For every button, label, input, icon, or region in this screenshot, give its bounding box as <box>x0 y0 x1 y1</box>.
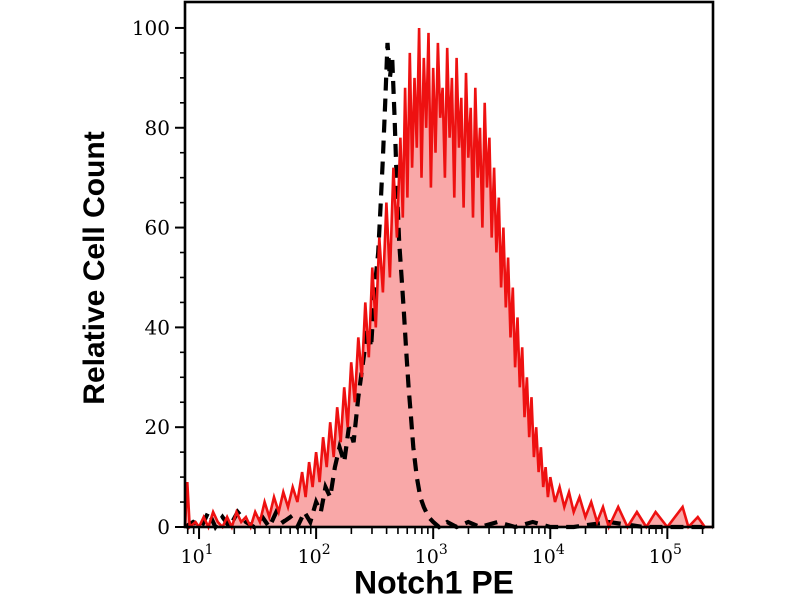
y-axis-tick-label: 20 <box>145 415 170 439</box>
stained-histogram-line <box>183 27 713 531</box>
x-axis-tick-label: 104 <box>532 542 565 568</box>
x-axis-title: Notch1 PE <box>353 564 515 600</box>
x-axis-tick-label: 101 <box>180 542 213 568</box>
x-axis-tick-label: 102 <box>298 542 331 568</box>
y-axis-title: Relative Cell Count <box>78 131 111 405</box>
y-axis-tick-label: 100 <box>132 16 170 40</box>
x-axis-tick-label: 105 <box>649 542 682 568</box>
stained-histogram-fill <box>185 28 713 527</box>
y-axis-tick-label: 60 <box>145 216 170 240</box>
y-axis-tick-label: 80 <box>145 116 170 140</box>
y-axis-tick-label: 0 <box>157 515 170 539</box>
plot-border <box>183 0 715 529</box>
y-axis-tick-label: 40 <box>145 315 170 339</box>
